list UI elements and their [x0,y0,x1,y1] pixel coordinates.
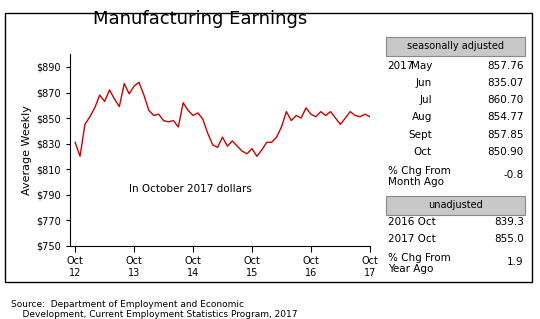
Text: 835.07: 835.07 [488,78,524,88]
Text: Aug: Aug [411,112,432,122]
Text: Manufacturing Earnings: Manufacturing Earnings [93,10,307,27]
Text: 857.85: 857.85 [487,130,524,139]
Text: In October 2017 dollars: In October 2017 dollars [129,184,252,194]
Text: % Chg From
Month Ago: % Chg From Month Ago [388,166,450,187]
Text: 2017: 2017 [388,61,414,70]
Text: May: May [410,61,432,70]
Text: 1.9: 1.9 [507,257,524,267]
Text: unadjusted: unadjusted [428,200,483,211]
Text: 2017 Oct: 2017 Oct [388,234,435,244]
Text: Jun: Jun [416,78,432,88]
Text: Source:  Department of Employment and Economic
    Development, Current Employme: Source: Department of Employment and Eco… [11,300,298,319]
Text: 857.76: 857.76 [487,61,524,70]
Y-axis label: Average Weekly: Average Weekly [22,105,32,195]
Text: seasonally adjusted: seasonally adjusted [407,41,504,51]
Text: % Chg From
Year Ago: % Chg From Year Ago [388,253,450,274]
Text: 860.70: 860.70 [488,95,524,105]
Text: Oct: Oct [414,147,432,157]
Text: 850.90: 850.90 [488,147,524,157]
Text: 2016 Oct: 2016 Oct [388,217,435,226]
Text: 839.3: 839.3 [494,217,524,226]
Text: 855.0: 855.0 [494,234,524,244]
Text: -0.8: -0.8 [503,170,524,180]
Text: 854.77: 854.77 [487,112,524,122]
Text: Jul: Jul [420,95,432,105]
Text: Sept: Sept [408,130,432,139]
